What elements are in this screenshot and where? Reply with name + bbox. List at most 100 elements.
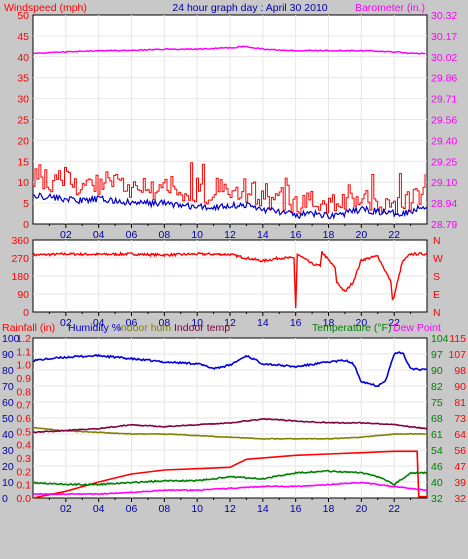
humidity-tick-label: 20 [2,461,14,473]
temperature-tick-label: 73 [454,413,466,425]
humidity-tick-label: 50 [2,413,14,425]
compass-tick-label: N [433,235,441,247]
indoor-temp-line [32,417,428,434]
x-tick-label: 16 [290,317,302,329]
humidity-tick-label: 10 [2,477,14,489]
rainfall-tick-label: 0.3 [16,453,31,465]
humidity-tick-label: 80 [2,365,14,377]
x-tick-label: 08 [158,317,170,329]
compass-tick-label: S [433,271,440,283]
indoor-temperature-tick-label: 97 [431,349,443,361]
graph-title: 24 hour graph day : April 30 2010 [172,2,327,14]
barometer-tick-label: 29.25 [431,156,457,168]
humidity-tick-label: 0 [2,493,8,505]
x-tick-label: 06 [126,503,138,515]
temperature-tick-label: 115 [449,333,466,345]
x-tick-label: 20 [355,317,367,329]
windspeed-tick-label: 0 [23,219,29,231]
dew-point-line [32,481,428,496]
direction-tick-label: 90 [17,289,29,301]
windspeed-axis-label: Windspeed (mph) [4,2,87,14]
x-tick-label: 14 [257,317,269,329]
rainfall-tick-label: 0.4 [16,440,31,452]
windspeed-tick-label: 40 [17,52,29,64]
x-tick-label: 20 [355,503,367,515]
temperature-tick-label: 47 [454,461,466,473]
rainfall-line [32,450,427,499]
indoor-temperature-tick-label: 68 [431,413,443,425]
indoor-temperature-tick-label: 61 [431,429,443,441]
temperature-tick-label: 56 [454,445,466,457]
x-tick-label: 14 [257,503,269,515]
temperature-tick-label: 32 [454,493,466,505]
indoor-temperature-tick-label: 32 [431,493,443,505]
windspeed-tick-label: 5 [23,198,29,210]
x-tick-label: 04 [93,317,105,329]
temperature-tick-label: 81 [454,397,466,409]
legend-indoor-temp: Indoor temp [174,322,230,334]
x-tick-label: 16 [290,503,302,515]
barometer-axis-label: Barometer (in.) [355,2,425,14]
humidity-tick-label: 100 [2,333,20,345]
wind-gust-line [33,162,426,215]
x-tick-label: 10 [191,503,203,515]
indoor-temperature-tick-label: 75 [431,397,443,409]
rainfall-tick-label: 0.6 [16,413,31,425]
x-tick-label: 20 [355,229,367,241]
x-tick-label: 12 [224,503,236,515]
x-tick-label: 12 [224,317,236,329]
temperature-tick-label: 39 [454,477,466,489]
x-tick-label: 02 [60,229,72,241]
barometer-tick-label: 30.02 [431,52,457,64]
x-tick-label: 02 [60,317,72,329]
legend-humidity: Humidity % [68,322,121,334]
barometer-tick-label: 28.79 [431,219,457,231]
x-tick-label: 14 [257,229,269,241]
x-tick-label: 22 [388,229,400,241]
legend-dew-point: Dew Point [393,322,441,334]
legend-indoor-hum: Indoor hum [118,322,171,334]
indoor-temperature-tick-label: 54 [431,445,443,457]
barometer-tick-label: 28.94 [431,198,457,210]
rainfall-tick-label: 1.0 [16,360,31,372]
temperature-tick-label: 98 [454,365,466,377]
humidity-tick-label: 30 [2,445,14,457]
temperature-line [32,469,428,487]
barometer-tick-label: 29.71 [431,94,457,106]
windspeed-tick-label: 15 [17,156,29,168]
rainfall-tick-label: 0.0 [16,493,31,505]
humidity-line [32,351,428,388]
windspeed-tick-label: 30 [17,94,29,106]
barometer-tick-label: 30.32 [431,10,457,22]
x-tick-label: 04 [93,503,105,515]
x-tick-label: 12 [224,229,236,241]
indoor-temperature-tick-label: 40 [431,477,443,489]
indoor-temperature-tick-label: 90 [431,365,443,377]
indoor-temperature-tick-label: 104 [431,333,449,345]
humidity-tick-label: 60 [2,397,14,409]
x-tick-label: 18 [323,503,335,515]
x-tick-label: 18 [323,229,335,241]
direction-tick-label: 270 [11,253,29,265]
rainfall-tick-label: 0.1 [16,480,31,492]
wind-avg-line [32,192,428,220]
rainfall-tick-label: 1.2 [16,333,31,345]
compass-tick-label: E [433,289,440,301]
rainfall-tick-label: 0.7 [16,400,31,412]
legend-rainfall: Rainfall (in) [2,322,55,334]
windspeed-tick-label: 20 [17,135,29,147]
x-tick-label: 06 [126,229,138,241]
temperature-tick-label: 64 [454,429,466,441]
direction-tick-label: 180 [11,271,29,283]
x-tick-label: 10 [191,317,203,329]
x-tick-label: 08 [158,229,170,241]
humidity-tick-label: 40 [2,429,14,441]
rainfall-tick-label: 0.5 [16,426,31,438]
windspeed-tick-label: 35 [17,73,29,85]
x-tick-label: 18 [323,317,335,329]
indoor-temperature-tick-label: 82 [431,381,443,393]
barometer-tick-label: 29.86 [431,73,457,85]
compass-tick-label: W [433,253,443,265]
barometer-tick-label: 29.40 [431,135,457,147]
